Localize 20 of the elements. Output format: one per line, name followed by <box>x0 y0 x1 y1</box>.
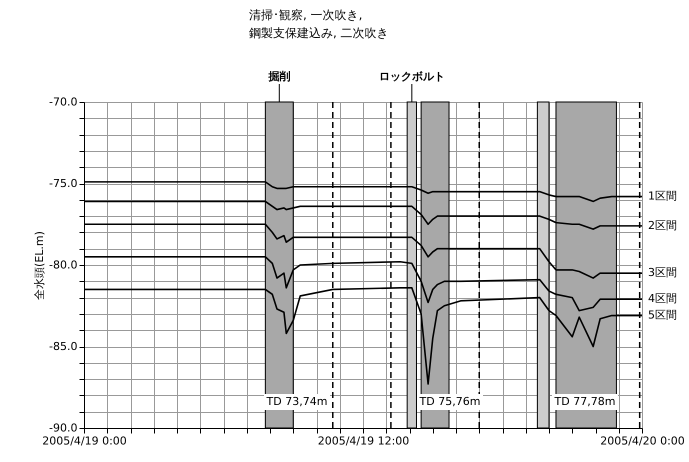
y-tick-label: -85.0 <box>49 340 78 353</box>
series-label: 1区間 <box>648 190 677 203</box>
x-tick-label: 2005/4/19 12:00 <box>318 434 410 448</box>
y-axis-title: 全水頭(EL.m) <box>33 231 46 300</box>
series-label: 4区間 <box>648 292 677 306</box>
series-label: 5区間 <box>648 308 677 322</box>
y-tick-label: -70.0 <box>49 96 78 108</box>
series-label: 3区間 <box>648 266 677 280</box>
text: 清掃･観察, 一次吹き, 鋼製支保建込み, 二次吹き <box>249 8 389 40</box>
y-tick-label: -90.0 <box>49 422 78 434</box>
annotation: TD 75,76m <box>418 395 480 408</box>
series-label: 2区間 <box>648 218 677 232</box>
annotation: TD 77,78m <box>554 395 616 408</box>
annotation: TD 73,74m <box>266 395 328 408</box>
band-label: 掘削 <box>267 70 290 83</box>
band-label: ロックボルト <box>378 70 445 83</box>
x-tick-label: 2005/4/20 0:00 <box>600 434 685 448</box>
y-tick-label: -75.0 <box>49 177 78 190</box>
x-tick-label: 2005/4/19 0:00 <box>42 434 127 448</box>
y-tick-label: -80.0 <box>49 258 78 272</box>
